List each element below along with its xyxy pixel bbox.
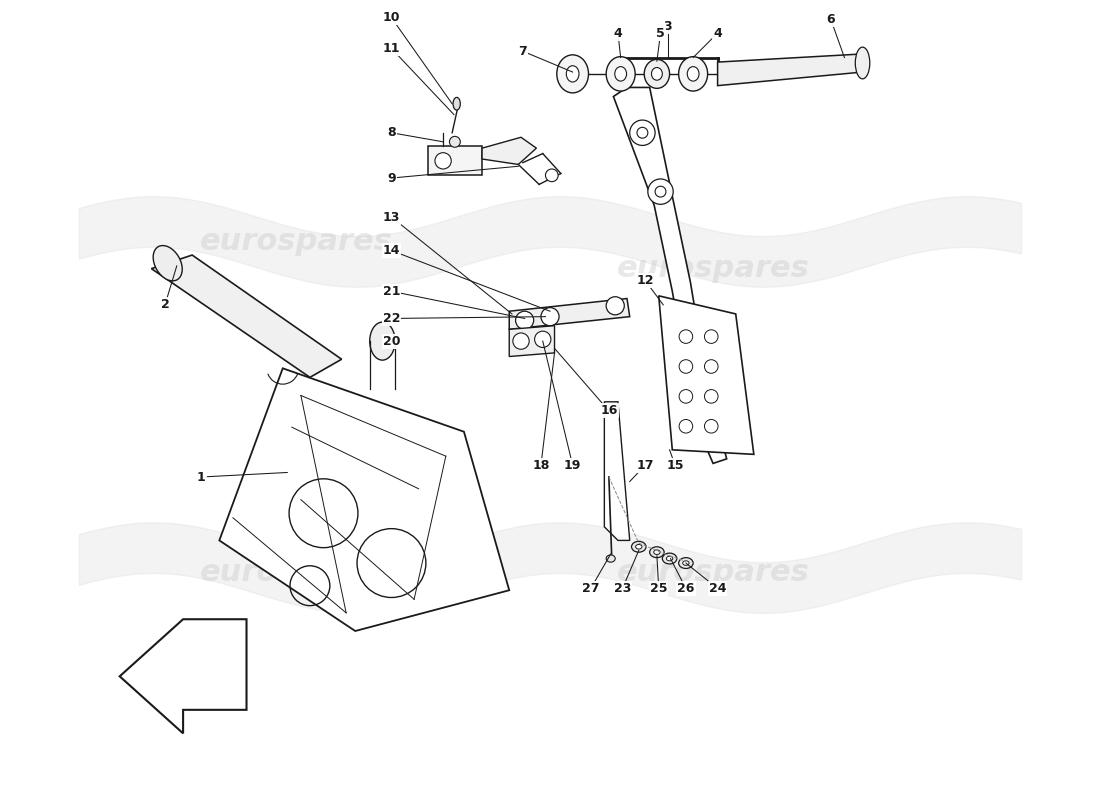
Ellipse shape [688,66,698,81]
Polygon shape [120,619,246,734]
Ellipse shape [566,66,579,82]
Ellipse shape [606,57,635,91]
Text: 15: 15 [667,458,684,472]
Text: eurospares: eurospares [617,558,810,586]
Circle shape [434,153,451,169]
Polygon shape [614,87,727,463]
Circle shape [516,311,534,330]
Ellipse shape [653,550,660,554]
Circle shape [679,360,693,374]
Circle shape [679,419,693,433]
Ellipse shape [651,67,662,80]
Polygon shape [717,54,862,86]
Circle shape [679,390,693,403]
Ellipse shape [679,558,693,569]
Circle shape [704,330,718,343]
Circle shape [704,419,718,433]
Ellipse shape [636,545,642,549]
Text: eurospares: eurospares [617,254,810,283]
Text: 9: 9 [387,171,396,185]
Text: 23: 23 [614,582,631,595]
Text: 27: 27 [582,582,600,595]
Text: 20: 20 [383,334,400,348]
Circle shape [541,307,559,326]
Ellipse shape [557,55,588,93]
Polygon shape [482,138,537,165]
Text: 25: 25 [650,582,668,595]
Circle shape [704,390,718,403]
Ellipse shape [606,555,615,562]
Polygon shape [509,298,629,330]
Text: 8: 8 [387,126,396,139]
Circle shape [637,127,648,138]
Circle shape [679,330,693,343]
Ellipse shape [615,66,627,81]
Circle shape [546,169,558,182]
Circle shape [704,360,718,374]
Ellipse shape [667,556,673,561]
Polygon shape [604,402,629,541]
Text: 5: 5 [656,26,664,39]
Polygon shape [219,368,509,631]
Text: 2: 2 [161,298,169,311]
Ellipse shape [650,546,664,558]
Text: 18: 18 [532,458,550,472]
Polygon shape [152,255,342,378]
Text: 4: 4 [713,26,722,39]
Text: 1: 1 [197,470,206,483]
Ellipse shape [450,136,460,147]
Ellipse shape [662,553,676,564]
Text: 26: 26 [678,582,694,595]
Polygon shape [509,326,554,357]
Ellipse shape [683,561,689,566]
Circle shape [629,120,656,146]
Ellipse shape [645,59,670,88]
Text: 7: 7 [518,45,527,58]
Circle shape [513,333,529,350]
Text: 13: 13 [383,210,400,223]
Text: 3: 3 [663,20,672,34]
Text: 11: 11 [383,42,400,55]
Ellipse shape [370,322,395,360]
Text: 17: 17 [637,458,653,472]
Circle shape [656,186,666,197]
Text: 22: 22 [383,312,400,325]
Circle shape [648,179,673,204]
Circle shape [606,297,625,315]
Polygon shape [428,146,482,175]
Ellipse shape [153,246,183,281]
Ellipse shape [856,47,870,79]
Ellipse shape [631,542,646,552]
Ellipse shape [453,98,460,110]
Circle shape [535,331,551,347]
Text: 24: 24 [708,582,726,595]
Text: eurospares: eurospares [200,558,393,586]
Text: 12: 12 [637,274,653,287]
Text: 21: 21 [383,285,400,298]
Polygon shape [659,296,754,454]
Text: 10: 10 [383,11,400,24]
Text: eurospares: eurospares [200,227,393,256]
Text: 4: 4 [614,26,623,39]
Text: 6: 6 [826,13,835,26]
Text: 19: 19 [564,458,581,472]
Ellipse shape [679,57,707,91]
Text: 14: 14 [383,244,400,257]
Text: 16: 16 [601,404,617,418]
